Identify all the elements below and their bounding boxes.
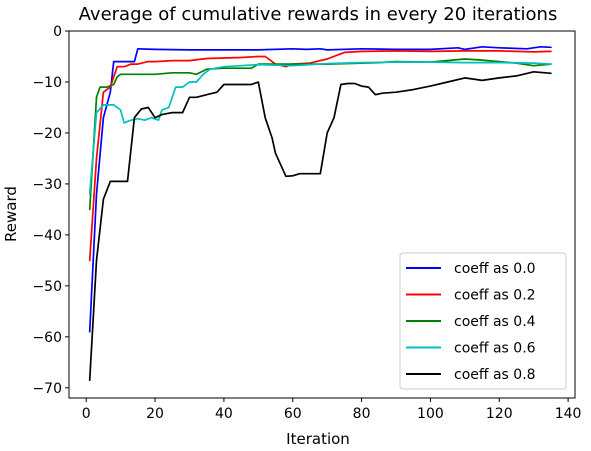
x-tick-label: 140 [555,406,582,422]
y-tick-label: 0 [53,24,62,40]
series-line-2 [90,59,551,209]
y-tick-label: −50 [32,279,62,295]
legend-label-0: coeff as 0.0 [454,261,536,277]
y-tick-label: −10 [32,75,62,91]
y-axis-label: Reward [2,186,20,242]
legend-label-2: coeff as 0.4 [454,314,536,330]
y-tick-label: −30 [32,177,62,193]
x-axis-label: Iteration [286,430,350,448]
y-tick-label: −40 [32,228,62,244]
x-tick-label: 0 [82,406,91,422]
y-tick-label: −60 [32,330,62,346]
x-tick-label: 80 [353,406,371,422]
series-line-1 [90,51,551,261]
legend: coeff as 0.0 coeff as 0.2 coeff as 0.4 coef… [400,253,566,389]
chart-title: Average of cumulative rewards in every 2… [79,4,558,25]
x-tick-label: 100 [417,406,444,422]
x-tick-label: 20 [146,406,164,422]
legend-label-1: coeff as 0.2 [454,288,536,304]
x-tick-label: 40 [215,406,233,422]
y-tick-label: −70 [32,381,62,397]
y-tick-label: −20 [32,126,62,142]
x-tick-label: 60 [284,406,302,422]
legend-label-3: coeff as 0.6 [454,341,536,357]
legend-label-4: coeff as 0.8 [454,367,536,383]
x-tick-label: 120 [486,406,513,422]
